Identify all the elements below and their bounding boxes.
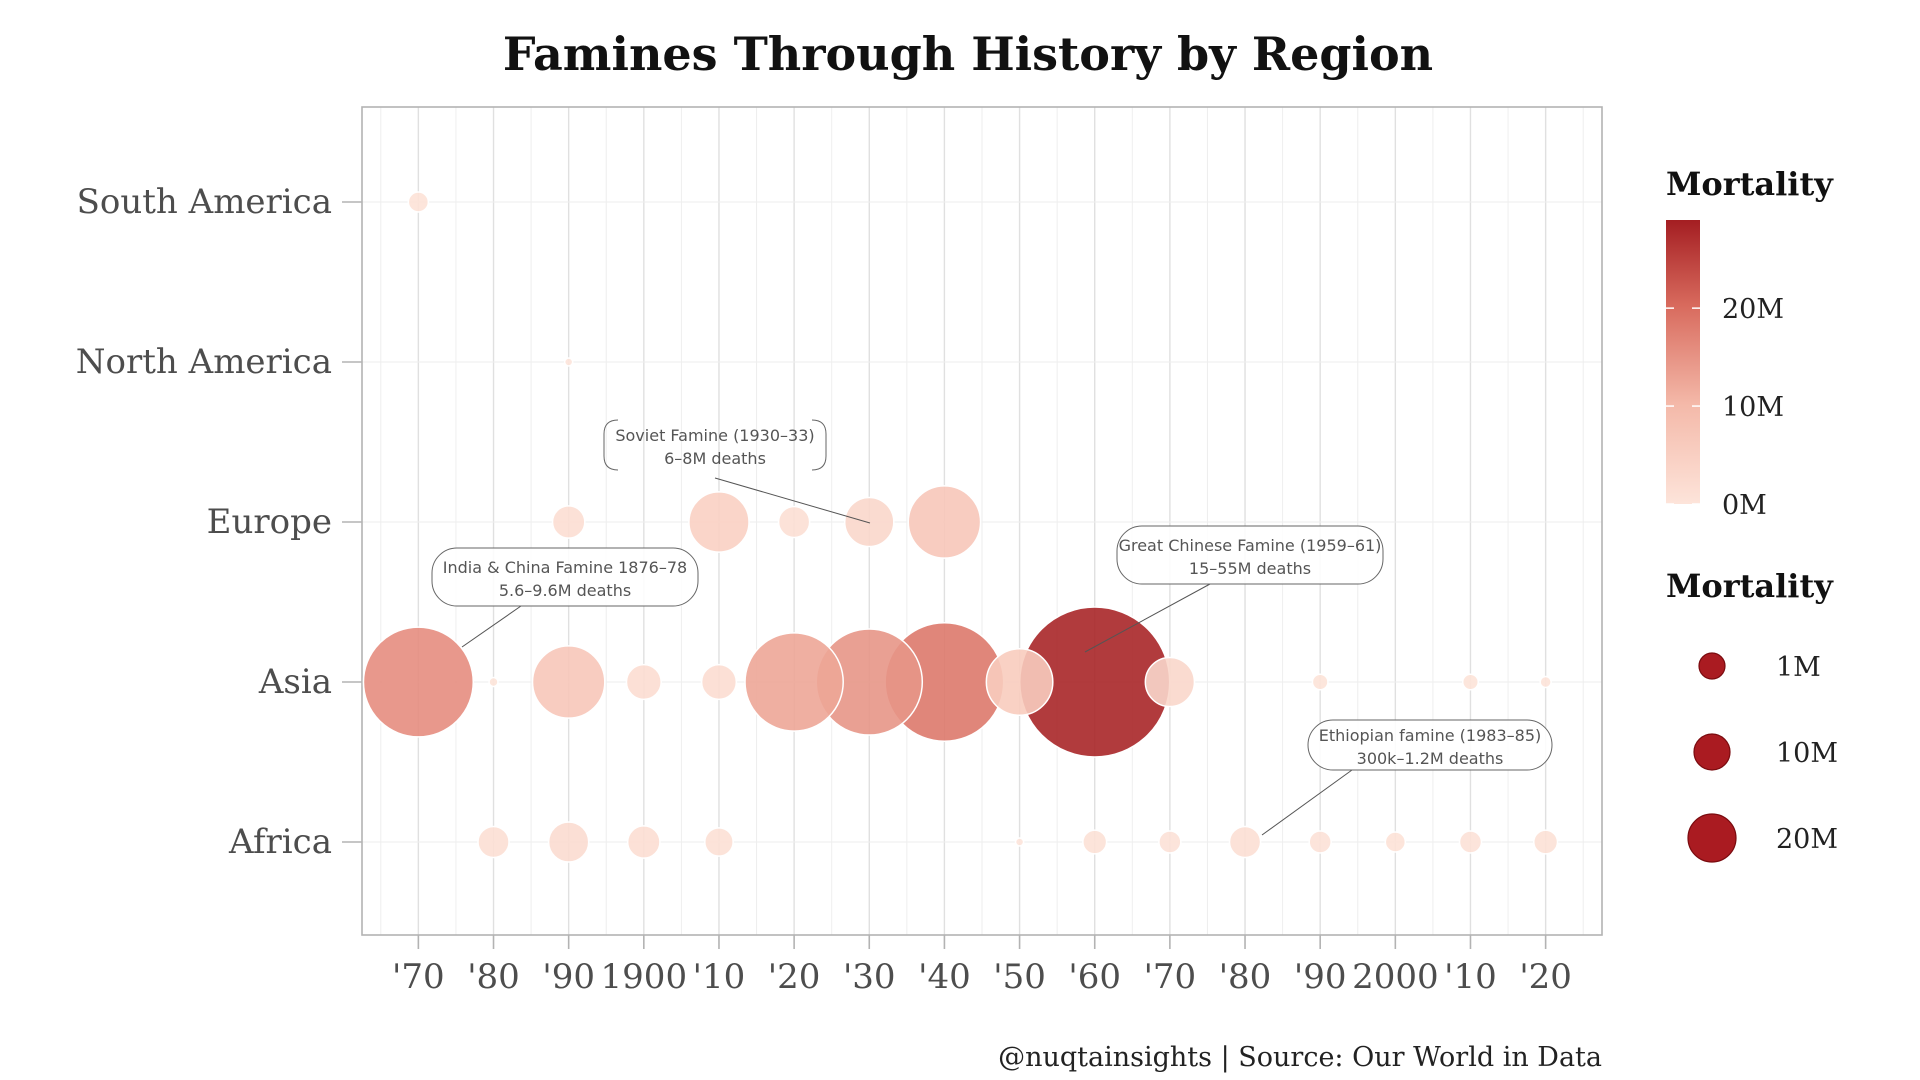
- x-tick-label: '90: [1294, 957, 1347, 997]
- size-legend-key: [1693, 733, 1731, 771]
- y-tick-label-asia: Asia: [258, 662, 332, 702]
- annotation-box: [431, 547, 699, 607]
- bubble-africa-1960: [1082, 829, 1108, 855]
- color-bar-label: 10M: [1722, 392, 1784, 423]
- bubble-africa-2010: [1458, 830, 1483, 854]
- color-bar-label: 0M: [1722, 490, 1767, 521]
- bubble-africa-1980: [1228, 825, 1262, 859]
- bubble-africa-1990: [1308, 830, 1332, 854]
- annotation-4: Ethiopian famine (1983–85) 300k–1.2M deat…: [1261, 719, 1553, 836]
- annotation-leader-line: [714, 477, 871, 524]
- bubble-europe-1890: [551, 505, 586, 539]
- annotation-leader-line: [1261, 769, 1353, 836]
- bubble-asia-2020: [1539, 675, 1552, 689]
- color-legend: Mortality 0M 10M 20M: [1666, 165, 1834, 521]
- x-tick-label: '20: [768, 957, 821, 997]
- y-tick-label-north-america: North America: [76, 342, 332, 382]
- bubble-europe-1940: [907, 485, 982, 559]
- bubble-africa-1900: [626, 825, 661, 859]
- color-legend-title: Mortality: [1666, 165, 1834, 203]
- x-tick-label: '30: [843, 957, 896, 997]
- x-tick-label: '80: [467, 957, 520, 997]
- annotation-box: [1307, 719, 1553, 771]
- x-tick-label: '90: [542, 957, 595, 997]
- annotation-text: 5.6–9.6M deaths: [499, 581, 631, 600]
- chart-title: Famines Through History by Region: [503, 27, 1433, 81]
- size-legend-label: 1M: [1776, 652, 1821, 683]
- bubble-asia-2010: [1461, 673, 1479, 691]
- color-bar-label: 20M: [1722, 294, 1784, 325]
- bubble-europe-1910: [688, 491, 750, 553]
- bubble-africa-1970: [1158, 830, 1182, 854]
- annotation-box: [1116, 525, 1384, 585]
- bubble-africa-2000: [1384, 831, 1407, 853]
- annotation-bracket: [603, 419, 827, 471]
- color-bar-ticks: 0M 10M 20M: [1666, 294, 1784, 521]
- color-bar: [1666, 220, 1700, 504]
- annotation-leader-line: [461, 605, 522, 648]
- annotation-1: Soviet Famine (1930–33) 6–8M deaths: [603, 419, 871, 524]
- annotation-3: Great Chinese Famine (1959–61) 15–55M dea…: [1084, 525, 1384, 653]
- size-legend-label: 10M: [1776, 738, 1838, 769]
- y-tick-label-africa: Africa: [228, 822, 332, 862]
- plot-border: [361, 106, 1603, 936]
- x-tick-label: '40: [918, 957, 971, 997]
- bubble-south-america-1870: [407, 191, 430, 213]
- size-legend-title: Mortality: [1666, 567, 1834, 605]
- bubble-asia-1990: [1311, 673, 1329, 691]
- x-tick-label: '10: [693, 957, 746, 997]
- x-tick-label: '50: [993, 957, 1046, 997]
- x-axis: '70'80'90 1900'10'20'30'40'50'60'70'80'90…: [392, 935, 1572, 997]
- annotation-text: 15–55M deaths: [1189, 559, 1311, 578]
- annotation-text: Ethiopian famine (1983–85): [1319, 726, 1542, 745]
- annotation-text: 300k–1.2M deaths: [1357, 749, 1504, 768]
- bubble-asia-1880: [488, 676, 499, 688]
- bubble-europe-1920: [777, 505, 811, 539]
- bubble-europe-1930: [843, 496, 895, 548]
- x-tick-label: '80: [1219, 957, 1272, 997]
- bubble-africa-1910: [704, 827, 734, 857]
- size-legend-key: [1698, 652, 1726, 680]
- size-legend: Mortality 1M 10M 20M: [1666, 567, 1838, 863]
- x-tick-label: '60: [1068, 957, 1121, 997]
- bubble-asia-1920: [744, 632, 844, 732]
- annotation-2: India & China Famine 1876–78 5.6–9.6M dea…: [431, 547, 699, 648]
- x-tick-label: '70: [1144, 957, 1197, 997]
- x-tick-label: '20: [1519, 957, 1572, 997]
- annotation-text: Great Chinese Famine (1959–61): [1119, 536, 1382, 555]
- bubble-asia-1950: [985, 648, 1054, 716]
- plot-panel: [361, 106, 1603, 936]
- y-tick-label-south-america: South America: [77, 182, 332, 222]
- annotation-leader-line: [1084, 583, 1211, 653]
- annotation-text: India & China Famine 1876–78: [443, 558, 687, 577]
- bubble-asia-1900: [625, 663, 662, 701]
- size-legend-label: 20M: [1776, 824, 1838, 855]
- bubble-africa-1880: [477, 825, 510, 859]
- bubble-north-america-1890: [563, 357, 574, 367]
- bubble-africa-2020: [1533, 829, 1559, 855]
- bubble-africa-1950: [1014, 837, 1025, 847]
- y-tick-label-europe: Europe: [207, 502, 332, 542]
- x-tick-label: '10: [1444, 957, 1497, 997]
- size-legend-keys: 1M 10M 20M: [1687, 652, 1838, 863]
- annotation-layer: Soviet Famine (1930–33) 6–8M deaths India …: [431, 419, 1553, 836]
- bubble-asia-1970: [1144, 656, 1196, 708]
- bubble-africa-1890: [547, 821, 590, 863]
- bubble-asia-1890: [531, 645, 606, 719]
- x-tick-label: 1900: [601, 957, 688, 997]
- bubble-layer: [362, 191, 1559, 863]
- bubble-asia-1870: [362, 626, 475, 738]
- y-axis: South America North America Europe Asia Afri…: [76, 182, 362, 862]
- chart-caption: @nuqtainsights | Source: Our World in Da…: [998, 1042, 1602, 1073]
- size-legend-key: [1687, 813, 1737, 863]
- x-tick-label: '70: [392, 957, 445, 997]
- x-tick-label: 2000: [1352, 957, 1439, 997]
- annotation-text: 6–8M deaths: [664, 449, 766, 468]
- bubble-asia-1910: [700, 663, 738, 701]
- annotation-text: Soviet Famine (1930–33): [615, 426, 814, 445]
